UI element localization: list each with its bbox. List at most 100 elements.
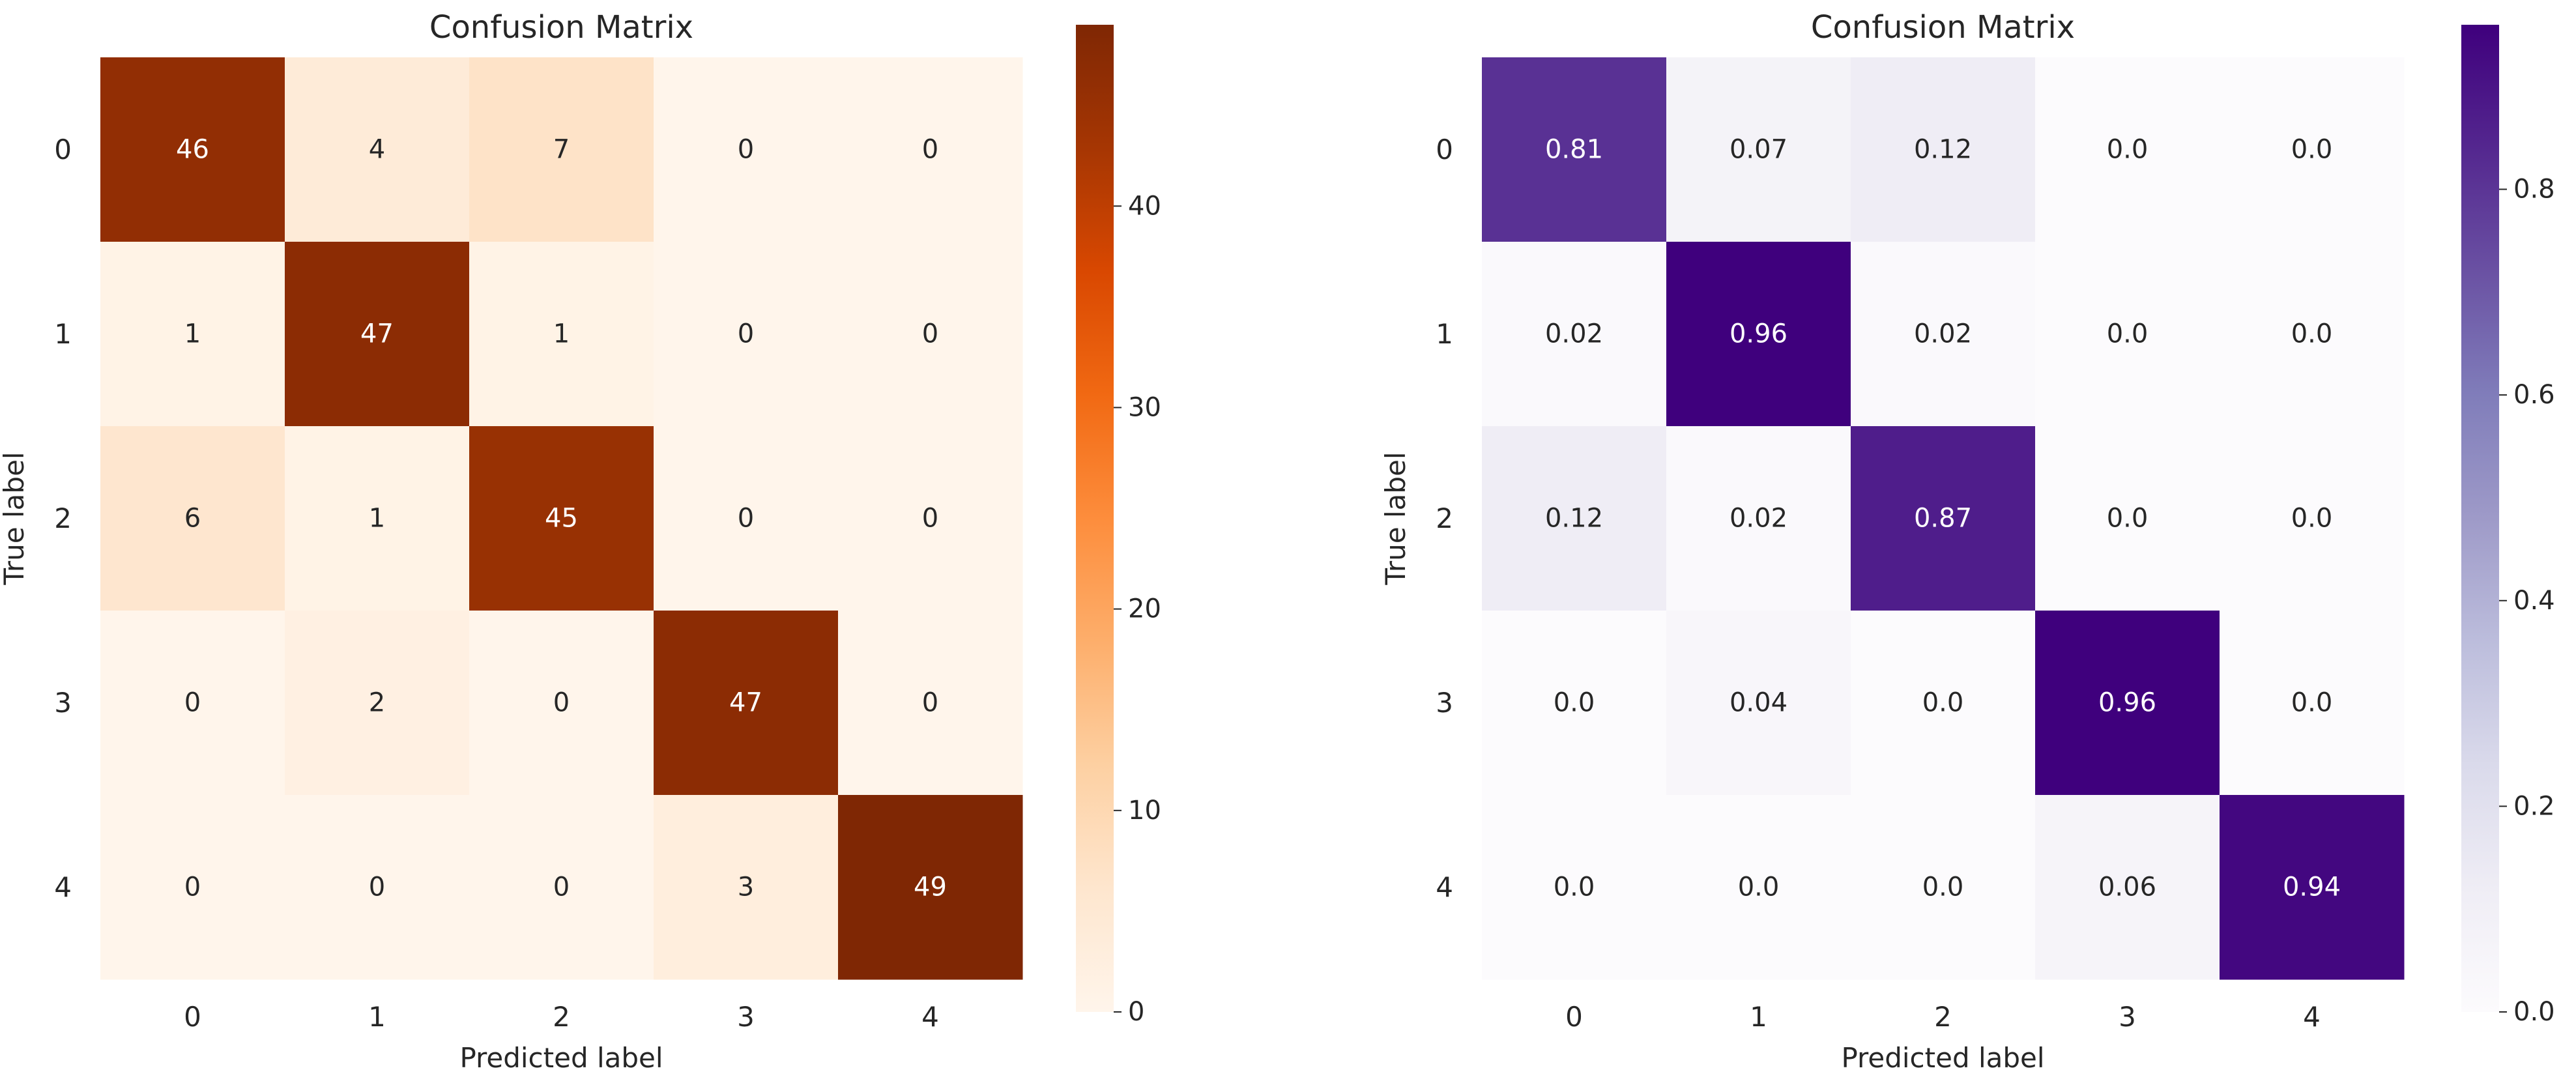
cell-label-r3-c0: 0 <box>184 688 201 718</box>
heatmap-cells: 0.81 0.07 0.12 0.0 0.0 0.02 0.96 0.02 0.0 0.0 0.12… <box>1482 57 2405 980</box>
colorbar-tick-label: 0 <box>1128 997 1144 1027</box>
cell-label-r2-c1: 0.02 <box>1729 504 1787 534</box>
heatmap-cell-r0-c4 <box>2220 57 2405 242</box>
colorbar-tick-label: 10 <box>1128 796 1161 826</box>
heatmap-cell-r0-c0 <box>100 57 285 242</box>
cell-label-r4-c0: 0.0 <box>1554 872 1595 902</box>
heatmap-cell-r0-c1 <box>1666 57 1851 242</box>
heatmap-cell-r4-c3 <box>654 795 839 980</box>
x-tick-label: 0 <box>1565 1001 1583 1033</box>
cell-label-r0-c0: 46 <box>176 135 209 165</box>
heatmap-cell-r2-c0 <box>100 426 285 611</box>
x-tick-label: 2 <box>553 1001 570 1033</box>
heatmap-cell-r3-c4 <box>2220 611 2405 796</box>
y-tick-label: 2 <box>1436 502 1453 534</box>
heatmap-cell-r1-c0 <box>1482 242 1667 427</box>
cell-label-r3-c0: 0.0 <box>1554 688 1595 718</box>
heatmap-cell-r1-c4 <box>2220 242 2405 427</box>
heatmap-cell-r4-c1 <box>285 795 470 980</box>
cell-label-r0-c2: 7 <box>553 135 570 165</box>
heatmap-cell-r1-c3 <box>2035 242 2220 427</box>
cell-label-r3-c2: 0.0 <box>1922 688 1964 718</box>
cell-label-r1-c2: 0.02 <box>1914 319 1972 349</box>
x-tick-label: 4 <box>2303 1001 2321 1033</box>
y-tick-label: 2 <box>54 502 72 534</box>
heatmap-cell-r3-c2 <box>1851 611 2036 796</box>
colorbar-tick-label: 0.8 <box>2513 175 2555 205</box>
heatmap-cell-r4-c3 <box>2035 795 2220 980</box>
cell-label-r4-c1: 0.0 <box>1738 872 1780 902</box>
cell-label-r2-c2: 0.87 <box>1914 504 1972 534</box>
cell-label-r0-c3: 0.0 <box>2107 135 2149 165</box>
cell-label-r0-c1: 4 <box>369 135 385 165</box>
cell-label-r2-c2: 45 <box>545 504 578 534</box>
heatmap-cell-r3-c3 <box>2035 611 2220 796</box>
cell-label-r1-c1: 0.96 <box>1729 319 1787 349</box>
colorbar: 0.0 0.2 0.4 0.6 0.8 <box>2461 25 2555 1027</box>
cell-label-r3-c4: 0 <box>922 688 938 718</box>
cell-label-r0-c3: 0 <box>738 135 754 165</box>
heatmap-cells: 46 4 7 0 01 47 1 0 06 1 45 0 00 2 0 47 00 0 0 3 49 <box>100 57 1023 980</box>
heatmap-cell-r2-c1 <box>285 426 470 611</box>
cell-label-r2-c0: 0.12 <box>1545 504 1603 534</box>
cell-label-r1-c0: 1 <box>184 319 201 349</box>
colorbar-tick-label: 0.0 <box>2513 997 2555 1027</box>
x-tick-label: 3 <box>737 1001 755 1033</box>
heatmap-cell-r0-c3 <box>654 57 839 242</box>
cell-label-r2-c1: 1 <box>369 504 385 534</box>
colorbar-tick-label: 40 <box>1128 191 1161 221</box>
cell-label-r4-c4: 0.94 <box>2283 872 2341 902</box>
y-tick-label: 4 <box>54 871 72 903</box>
colorbar: 0 10 20 30 40 <box>1076 25 1161 1027</box>
x-tick-label: 0 <box>184 1001 201 1033</box>
y-axis-label: True label <box>1380 452 1411 585</box>
colorbar-tick-label: 30 <box>1128 392 1161 422</box>
cell-label-r1-c4: 0.0 <box>2291 319 2333 349</box>
colorbar-gradient <box>1076 25 1114 1012</box>
cell-label-r1-c0: 0.02 <box>1545 319 1603 349</box>
heatmap-cell-r3-c4 <box>838 611 1023 796</box>
heatmap-cell-r1-c1 <box>285 242 470 427</box>
heatmap-cell-r2-c4 <box>2220 426 2405 611</box>
heatmap-cell-r2-c3 <box>2035 426 2220 611</box>
heatmap-cell-r0-c4 <box>838 57 1023 242</box>
cell-label-r0-c0: 0.81 <box>1545 135 1603 165</box>
colorbar-tick-label: 0.6 <box>2513 380 2555 410</box>
cell-label-r1-c3: 0.0 <box>2107 319 2149 349</box>
cell-label-r1-c1: 47 <box>360 319 394 349</box>
x-axis-label: Predicted label <box>1841 1042 2044 1074</box>
colorbar-tick-label: 0.2 <box>2513 791 2555 821</box>
heatmap-cell-r2-c0 <box>1482 426 1667 611</box>
cell-label-r0-c4: 0.0 <box>2291 135 2333 165</box>
cell-label-r4-c1: 0 <box>369 872 385 902</box>
colorbar-tick-label: 0.4 <box>2513 586 2555 616</box>
heatmap-cell-r2-c2 <box>469 426 654 611</box>
cell-label-r4-c3: 0.06 <box>2098 872 2156 902</box>
cell-label-r3-c1: 2 <box>369 688 385 718</box>
cell-label-r1-c4: 0 <box>922 319 938 349</box>
cell-label-r2-c4: 0 <box>922 504 938 534</box>
cell-label-r2-c4: 0.0 <box>2291 504 2333 534</box>
cell-label-r4-c2: 0 <box>553 872 570 902</box>
heatmap-cell-r4-c2 <box>1851 795 2036 980</box>
heatmap-cell-r4-c1 <box>1666 795 1851 980</box>
chart-title: Confusion Matrix <box>1811 9 2075 46</box>
y-tick-label: 1 <box>54 318 72 350</box>
x-tick-label: 2 <box>1934 1001 1952 1033</box>
cell-label-r0-c4: 0 <box>922 135 938 165</box>
colorbar-tick-label: 20 <box>1128 594 1161 624</box>
heatmap-cell-r4-c0 <box>100 795 285 980</box>
heatmap-cell-r0-c0 <box>1482 57 1667 242</box>
heatmap-cell-r4-c2 <box>469 795 654 980</box>
heatmap-cell-r0-c3 <box>2035 57 2220 242</box>
heatmap-cell-r3-c3 <box>654 611 839 796</box>
x-tick-label: 1 <box>368 1001 386 1033</box>
cell-label-r3-c4: 0.0 <box>2291 688 2333 718</box>
cell-label-r2-c3: 0.0 <box>2107 504 2149 534</box>
cell-label-r3-c3: 0.96 <box>2098 688 2156 718</box>
colorbar-gradient <box>2461 25 2499 1012</box>
heatmap-cell-r2-c3 <box>654 426 839 611</box>
cell-label-r2-c3: 0 <box>738 504 754 534</box>
y-tick-label: 1 <box>1436 318 1453 350</box>
